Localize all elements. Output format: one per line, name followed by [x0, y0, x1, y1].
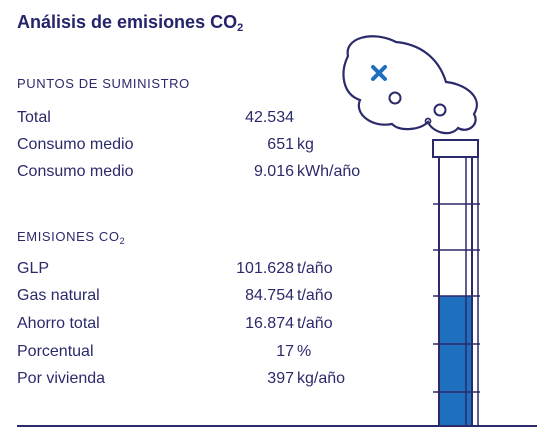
row-value: 651 [267, 136, 294, 153]
row-label: Porcentual [17, 343, 94, 360]
emissions-row-glp: GLP 101.628 t/año [17, 260, 417, 282]
supply-row-consumo-kg: Consumo medio 651 kg [17, 136, 417, 158]
row-label: Ahorro total [17, 315, 100, 332]
row-unit: kg/año [297, 370, 346, 387]
row-label: GLP [17, 260, 50, 277]
chimney-cap [432, 139, 479, 158]
row-value: 101.628 [236, 260, 294, 277]
emissions-row-gas-natural: Gas natural 84.754 t/año [17, 287, 417, 309]
row-unit: % [297, 343, 312, 360]
supply-row-consumo-kwh: Consumo medio 9.016 kWh/año [17, 163, 417, 185]
close-icon [371, 65, 387, 81]
chimney-rungs [433, 203, 480, 393]
row-label: Consumo medio [17, 136, 134, 153]
row-value: 84.754 [245, 287, 294, 304]
emissions-heading: EMISIONES CO2 [17, 229, 126, 246]
row-label: Por vivienda [17, 370, 106, 387]
row-unit: t/año [297, 287, 333, 304]
emissions-row-ahorro: Ahorro total 16.874 t/año [17, 315, 417, 337]
smoke-cloud [342, 35, 478, 135]
row-label: Gas natural [17, 287, 100, 304]
row-value: 9.016 [253, 163, 294, 180]
bubble-icon [433, 103, 447, 117]
emissions-row-porcentual: Porcentual 17 % [17, 343, 417, 365]
emissions-row-vivienda: Por vivienda 397 kg/año [17, 370, 417, 392]
row-value: 16.874 [245, 315, 294, 332]
row-label: Total [17, 109, 51, 126]
row-value: 42.534 [245, 109, 294, 126]
supply-row-total: Total 42.534 [17, 109, 417, 131]
supply-heading: PUNTOS DE SUMINISTRO [17, 76, 190, 91]
row-unit: t/año [297, 260, 333, 277]
row-value: 17 [276, 343, 294, 360]
row-value: 397 [267, 370, 294, 387]
page-title: Análisis de emisiones CO2 [17, 12, 244, 34]
row-label: Consumo medio [17, 163, 134, 180]
row-unit: t/año [297, 315, 333, 332]
row-unit: kWh/año [297, 163, 361, 180]
row-unit: kg [297, 136, 314, 153]
bubble-icon [388, 91, 402, 105]
ground-line [17, 425, 537, 427]
bubble-icon [424, 117, 432, 125]
